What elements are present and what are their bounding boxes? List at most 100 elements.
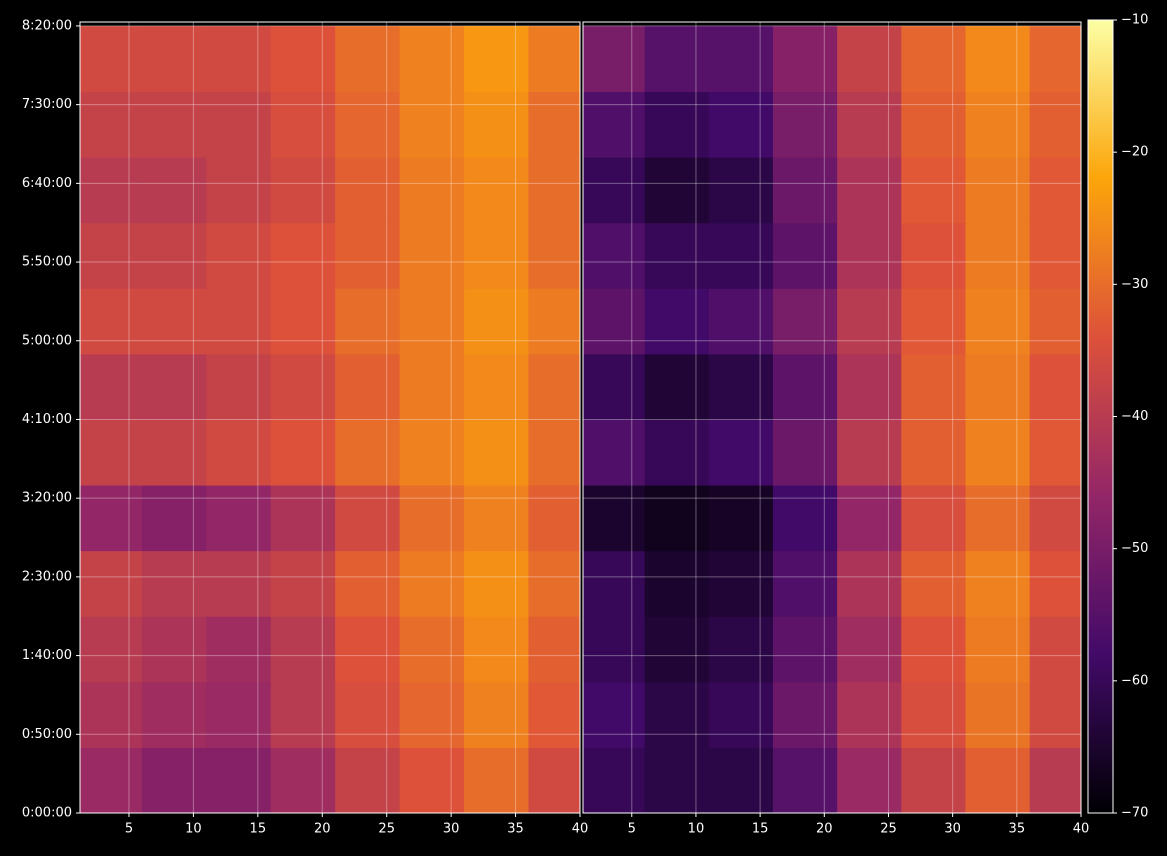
heat-cell — [399, 353, 465, 420]
heat-cell — [1029, 91, 1082, 158]
heat-cell — [1029, 616, 1082, 683]
heat-cell — [141, 288, 207, 355]
heat-cell — [965, 681, 1031, 748]
heat-cell — [837, 550, 902, 617]
heat-cell — [528, 91, 581, 158]
heat-cell — [901, 616, 966, 683]
heat-cell — [965, 419, 1031, 486]
heat-cell — [644, 681, 710, 748]
x-tick-label: 10 — [185, 822, 202, 837]
heat-cell — [965, 222, 1031, 289]
heat-cell — [901, 681, 966, 748]
heat-cell — [837, 353, 902, 420]
plot-frame — [582, 21, 1082, 814]
y-tick-label: 0:00:00 — [22, 806, 72, 821]
heat-cell — [1029, 288, 1082, 355]
x-tick-label: 30 — [944, 822, 961, 837]
heat-cell — [464, 681, 529, 748]
heat-cell — [270, 353, 336, 420]
heat-cell — [270, 222, 336, 289]
heat-cell — [206, 419, 272, 486]
heat-cell — [464, 353, 529, 420]
heat-cell — [1029, 419, 1082, 486]
heat-cell — [206, 353, 272, 420]
heat-cell — [583, 157, 646, 224]
heat-cell — [399, 681, 465, 748]
heat-cell — [270, 25, 336, 93]
heat-cell — [335, 485, 401, 552]
heat-cell — [464, 747, 529, 814]
heat-cell — [644, 288, 710, 355]
heat-cell — [965, 288, 1031, 355]
heat-cell — [708, 550, 774, 617]
heat-cell — [772, 550, 838, 617]
heat-cell — [270, 550, 336, 617]
heat-cell — [644, 353, 710, 420]
x-tick-label: 25 — [378, 822, 395, 837]
heat-cell — [837, 157, 902, 224]
heat-cell — [1029, 747, 1082, 814]
heat-cell — [965, 747, 1031, 814]
heat-cell — [583, 222, 646, 289]
heat-cell — [965, 157, 1031, 224]
heat-cell — [464, 485, 529, 552]
heat-cell — [772, 25, 838, 93]
heat-cell — [837, 681, 902, 748]
heat-cell — [837, 616, 902, 683]
heat-cell — [772, 485, 838, 552]
heat-cell — [965, 353, 1031, 420]
heat-cell — [644, 157, 710, 224]
heat-cell — [1029, 485, 1082, 552]
heat-cell — [270, 91, 336, 158]
heat-cell — [335, 353, 401, 420]
heat-cell — [644, 25, 710, 93]
heat-cell — [206, 157, 272, 224]
heat-cell — [583, 485, 646, 552]
heat-cell — [708, 25, 774, 93]
x-tick-label: 5 — [125, 822, 133, 837]
y-tick-label: 2:30:00 — [22, 569, 72, 584]
heat-cell — [772, 222, 838, 289]
heat-cell — [80, 288, 143, 355]
heat-cell — [206, 91, 272, 158]
heat-cell — [901, 91, 966, 158]
heat-cell — [528, 25, 581, 93]
x-tick-label: 40 — [1073, 822, 1090, 837]
heat-cell — [464, 550, 529, 617]
heat-cell — [335, 157, 401, 224]
heat-cell — [528, 419, 581, 486]
heat-cell — [464, 419, 529, 486]
y-tick-label: 4:10:00 — [22, 412, 72, 427]
heat-cell — [80, 157, 143, 224]
heat-cell — [708, 681, 774, 748]
heat-cell — [901, 485, 966, 552]
heat-cell — [80, 25, 143, 93]
y-tick-label: 5:50:00 — [22, 255, 72, 270]
heat-cell — [901, 353, 966, 420]
heat-cell — [335, 91, 401, 158]
x-tick-label: 35 — [507, 822, 524, 837]
heat-cell — [335, 681, 401, 748]
heat-cell — [583, 288, 646, 355]
heat-cell — [335, 222, 401, 289]
heat-cell — [528, 747, 581, 814]
heat-cell — [644, 91, 710, 158]
heat-cell — [837, 91, 902, 158]
heat-cell — [141, 419, 207, 486]
heat-cell — [583, 419, 646, 486]
x-tick-label: 30 — [443, 822, 460, 837]
heat-cell — [206, 485, 272, 552]
heat-cell — [141, 91, 207, 158]
heat-cell — [965, 616, 1031, 683]
heat-cell — [464, 616, 529, 683]
heat-cell — [270, 616, 336, 683]
heat-cell — [644, 747, 710, 814]
heat-cell — [965, 91, 1031, 158]
heat-cell — [837, 288, 902, 355]
heat-cell — [528, 222, 581, 289]
heat-cell — [965, 485, 1031, 552]
colorbar — [1087, 19, 1114, 814]
heat-cell — [644, 616, 710, 683]
colorbar-tick-label: −10 — [1121, 13, 1148, 28]
